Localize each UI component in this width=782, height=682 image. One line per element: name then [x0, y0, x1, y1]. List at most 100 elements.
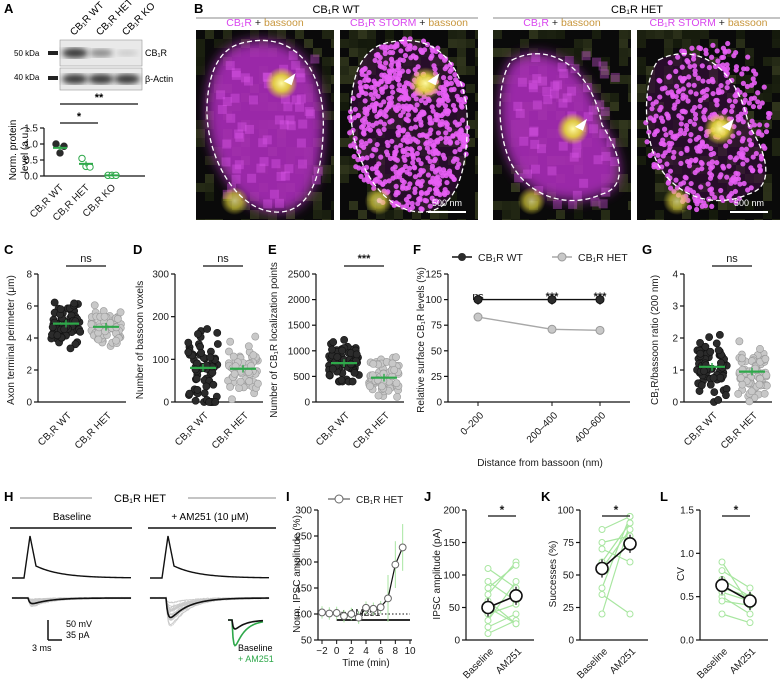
localization-point — [452, 149, 458, 155]
plotC-point — [53, 331, 62, 340]
localization-point — [377, 130, 383, 137]
pixel-block — [475, 210, 478, 219]
localization-point — [688, 89, 694, 95]
localization-point — [424, 41, 431, 48]
localization-point — [394, 41, 400, 47]
pixel-block — [475, 111, 478, 120]
band-label-cb1r: CB₁R — [145, 48, 168, 58]
plotC-point — [106, 319, 115, 327]
localization-point — [406, 193, 412, 200]
plotG-point — [738, 354, 746, 363]
pixel-block — [214, 39, 223, 48]
legend-wt-label: CB₁R WT — [478, 252, 524, 264]
localization-point — [389, 84, 395, 90]
panel-i-y-tick-label: 150 — [295, 584, 312, 595]
inset-trace-baseline — [228, 619, 264, 630]
plotE-point — [329, 338, 338, 346]
plotD-point — [226, 337, 235, 346]
panel-i-point — [376, 603, 385, 612]
localization-point — [415, 139, 421, 145]
localization-point — [740, 80, 746, 86]
pixel-block — [628, 30, 631, 39]
terminal-outline — [350, 39, 468, 213]
pixel-block — [457, 48, 466, 57]
inset-traces — [228, 619, 264, 647]
cb1r-pixel — [514, 173, 524, 183]
localization-point — [384, 149, 390, 155]
pixel-block — [610, 138, 619, 147]
localization-point — [427, 186, 433, 193]
pixel-block — [295, 219, 304, 220]
plotE-y-tick-label: 2000 — [288, 295, 311, 306]
plotE-y-tick-label: 0 — [304, 398, 310, 409]
cb1r-pixel — [547, 166, 557, 176]
plotL-pair-point — [718, 567, 726, 575]
localization-point — [689, 45, 695, 51]
localization-point — [657, 78, 663, 84]
panel-i-point — [340, 612, 348, 620]
localization-point — [386, 178, 392, 184]
plotG-point — [716, 373, 725, 382]
pixel-block — [664, 48, 673, 57]
band-het-actin — [88, 74, 114, 84]
pixel-block — [547, 30, 556, 39]
cb1r-pixel — [598, 199, 608, 209]
cb1r-pixel — [286, 121, 296, 131]
terminal-outline — [206, 39, 324, 213]
plotG-point — [714, 346, 723, 355]
plotD-point — [226, 383, 235, 391]
cb1r-pixel — [583, 112, 593, 122]
pixel-block — [475, 165, 478, 174]
localization-point — [734, 155, 740, 161]
localization-point — [681, 50, 688, 56]
pixel-block — [457, 30, 466, 39]
localization-point — [368, 84, 375, 91]
bassoon-signal — [265, 67, 298, 100]
localization-point — [690, 56, 697, 62]
pixel-block — [601, 93, 610, 102]
localization-point — [390, 49, 396, 56]
plotK-pair-line — [601, 535, 631, 544]
plotE-point — [347, 360, 355, 369]
localization-point — [443, 130, 449, 136]
localization-point — [371, 146, 377, 152]
localization-point — [387, 70, 393, 76]
localization-point — [697, 97, 704, 104]
localization-point — [696, 134, 702, 141]
plotD-y-tick-label: 200 — [152, 312, 169, 323]
cb1r-pixel — [231, 68, 241, 78]
pixel-block — [493, 30, 502, 39]
pixel-block — [340, 219, 349, 220]
pixel-block — [502, 201, 511, 210]
localization-point — [653, 99, 659, 105]
pixel-block — [619, 39, 628, 48]
localization-point — [390, 175, 396, 181]
plotG-point — [697, 381, 706, 390]
localization-point — [423, 133, 429, 139]
plotK-y-tick-label: 75 — [563, 538, 575, 549]
localization-point — [395, 129, 401, 136]
localization-point — [439, 112, 445, 119]
localization-point — [442, 66, 448, 72]
localization-point — [398, 112, 404, 119]
panel-i-y-tick-label: 200 — [295, 558, 312, 569]
localization-point — [687, 138, 693, 144]
plotK-pair-point — [598, 610, 606, 618]
plotL-x-tick-label: AM251 — [728, 646, 758, 676]
localization-point — [381, 65, 388, 71]
cb1r-pixel — [234, 129, 244, 139]
localization-point — [694, 206, 700, 213]
localization-point — [702, 203, 709, 209]
marker-band-40 — [48, 76, 58, 80]
pixel-block — [349, 201, 358, 210]
cb1r-pixel — [610, 72, 620, 82]
plotD-point — [236, 377, 245, 386]
pixel-block — [736, 30, 745, 39]
localization-point — [404, 95, 410, 101]
pixel-block — [637, 93, 646, 102]
cb1r-pixel — [600, 107, 610, 117]
localization-point — [708, 151, 714, 158]
localization-point — [718, 82, 724, 89]
pixel-block — [637, 57, 646, 66]
plotD-sig: ns — [217, 253, 229, 265]
